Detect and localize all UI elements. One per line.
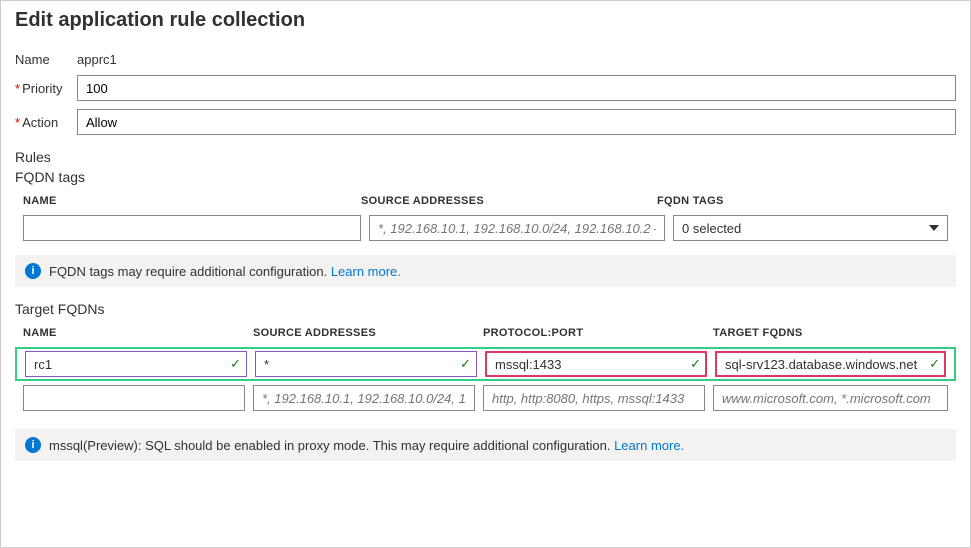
header-src: SOURCE ADDRESSES — [361, 195, 657, 207]
chevron-down-icon — [929, 225, 939, 231]
row-name: Name apprc1 — [15, 52, 956, 67]
fqdn-src-input[interactable] — [369, 215, 665, 241]
fqdn-input-row: 0 selected — [15, 215, 956, 241]
label-priority: *Priority — [15, 81, 77, 96]
value-name: apprc1 — [77, 52, 117, 67]
rule-name-input[interactable] — [25, 351, 247, 377]
info-text: mssql(Preview): SQL should be enabled in… — [49, 438, 614, 453]
target-placeholder-row — [15, 381, 956, 415]
info-text: FQDN tags may require additional configu… — [49, 264, 331, 279]
fqdn-headers: NAME SOURCE ADDRESSES FQDN TAGS — [15, 195, 956, 207]
learn-more-link[interactable]: Learn more. — [614, 438, 684, 453]
action-input[interactable] — [77, 109, 956, 135]
header-src: SOURCE ADDRESSES — [253, 327, 475, 339]
fqdn-tags-select[interactable]: 0 selected — [673, 215, 948, 241]
label-action: *Action — [15, 115, 77, 130]
row-priority: *Priority — [15, 75, 956, 101]
label-rules: Rules — [15, 149, 956, 165]
learn-more-link[interactable]: Learn more. — [331, 264, 401, 279]
new-rule-target-input[interactable] — [713, 385, 948, 411]
header-proto: PROTOCOL:PORT — [483, 327, 705, 339]
rule-target-input[interactable] — [715, 351, 946, 377]
target-headers: NAME SOURCE ADDRESSES PROTOCOL:PORT TARG… — [15, 327, 956, 339]
rule-src-input[interactable] — [255, 351, 477, 377]
fqdn-name-input[interactable] — [23, 215, 361, 241]
info-fqdn: i FQDN tags may require additional confi… — [15, 255, 956, 287]
target-row-highlighted: ✓ ✓ ✓ ✓ — [15, 347, 956, 381]
required-mark: * — [15, 81, 20, 96]
label-name: Name — [15, 52, 77, 67]
edit-rule-panel: Edit application rule collection Name ap… — [0, 0, 971, 548]
new-rule-name-input[interactable] — [23, 385, 245, 411]
info-icon: i — [25, 437, 41, 453]
header-tags: FQDN TAGS — [657, 195, 948, 207]
header-name: NAME — [23, 327, 245, 339]
page-title: Edit application rule collection — [15, 9, 956, 32]
label-fqdn-tags: FQDN tags — [15, 169, 956, 185]
label-target-fqdns: Target FQDNs — [15, 301, 956, 317]
target-fqdns-section: Target FQDNs NAME SOURCE ADDRESSES PROTO… — [15, 301, 956, 461]
required-mark: * — [15, 115, 20, 130]
new-rule-proto-input[interactable] — [483, 385, 705, 411]
new-rule-src-input[interactable] — [253, 385, 475, 411]
info-icon: i — [25, 263, 41, 279]
header-name: NAME — [23, 195, 361, 207]
fqdn-tags-value: 0 selected — [682, 221, 741, 236]
row-action: *Action — [15, 109, 956, 135]
rule-proto-input[interactable] — [485, 351, 707, 377]
header-target: TARGET FQDNS — [713, 327, 948, 339]
info-mssql: i mssql(Preview): SQL should be enabled … — [15, 429, 956, 461]
priority-input[interactable] — [77, 75, 956, 101]
